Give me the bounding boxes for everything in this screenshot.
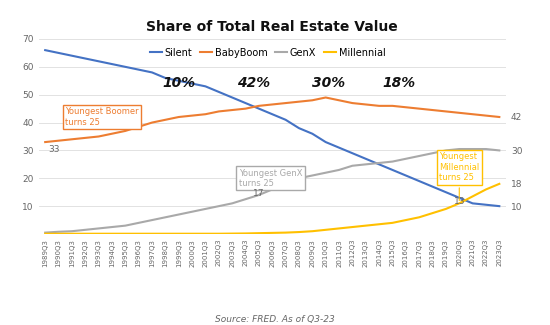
Text: 33: 33 — [48, 145, 59, 153]
Text: Youngest
Millennial
turns 25: Youngest Millennial turns 25 — [439, 152, 480, 201]
Text: 30%: 30% — [312, 76, 345, 90]
Text: Source: FRED. As of Q3-23: Source: FRED. As of Q3-23 — [215, 315, 335, 324]
Legend: Silent, BabyBoom, GenX, Millennial: Silent, BabyBoom, GenX, Millennial — [146, 44, 389, 62]
Text: 10%: 10% — [162, 76, 195, 90]
Text: 13: 13 — [454, 198, 465, 206]
Title: Share of Total Real Estate Value: Share of Total Real Estate Value — [146, 20, 398, 34]
Text: 42%: 42% — [237, 76, 270, 90]
Text: 17: 17 — [253, 189, 265, 198]
Text: 18%: 18% — [382, 76, 415, 90]
Text: Youngest Boomer
turns 25: Youngest Boomer turns 25 — [65, 107, 139, 127]
Text: Youngest GenX
turns 25: Youngest GenX turns 25 — [239, 169, 302, 195]
